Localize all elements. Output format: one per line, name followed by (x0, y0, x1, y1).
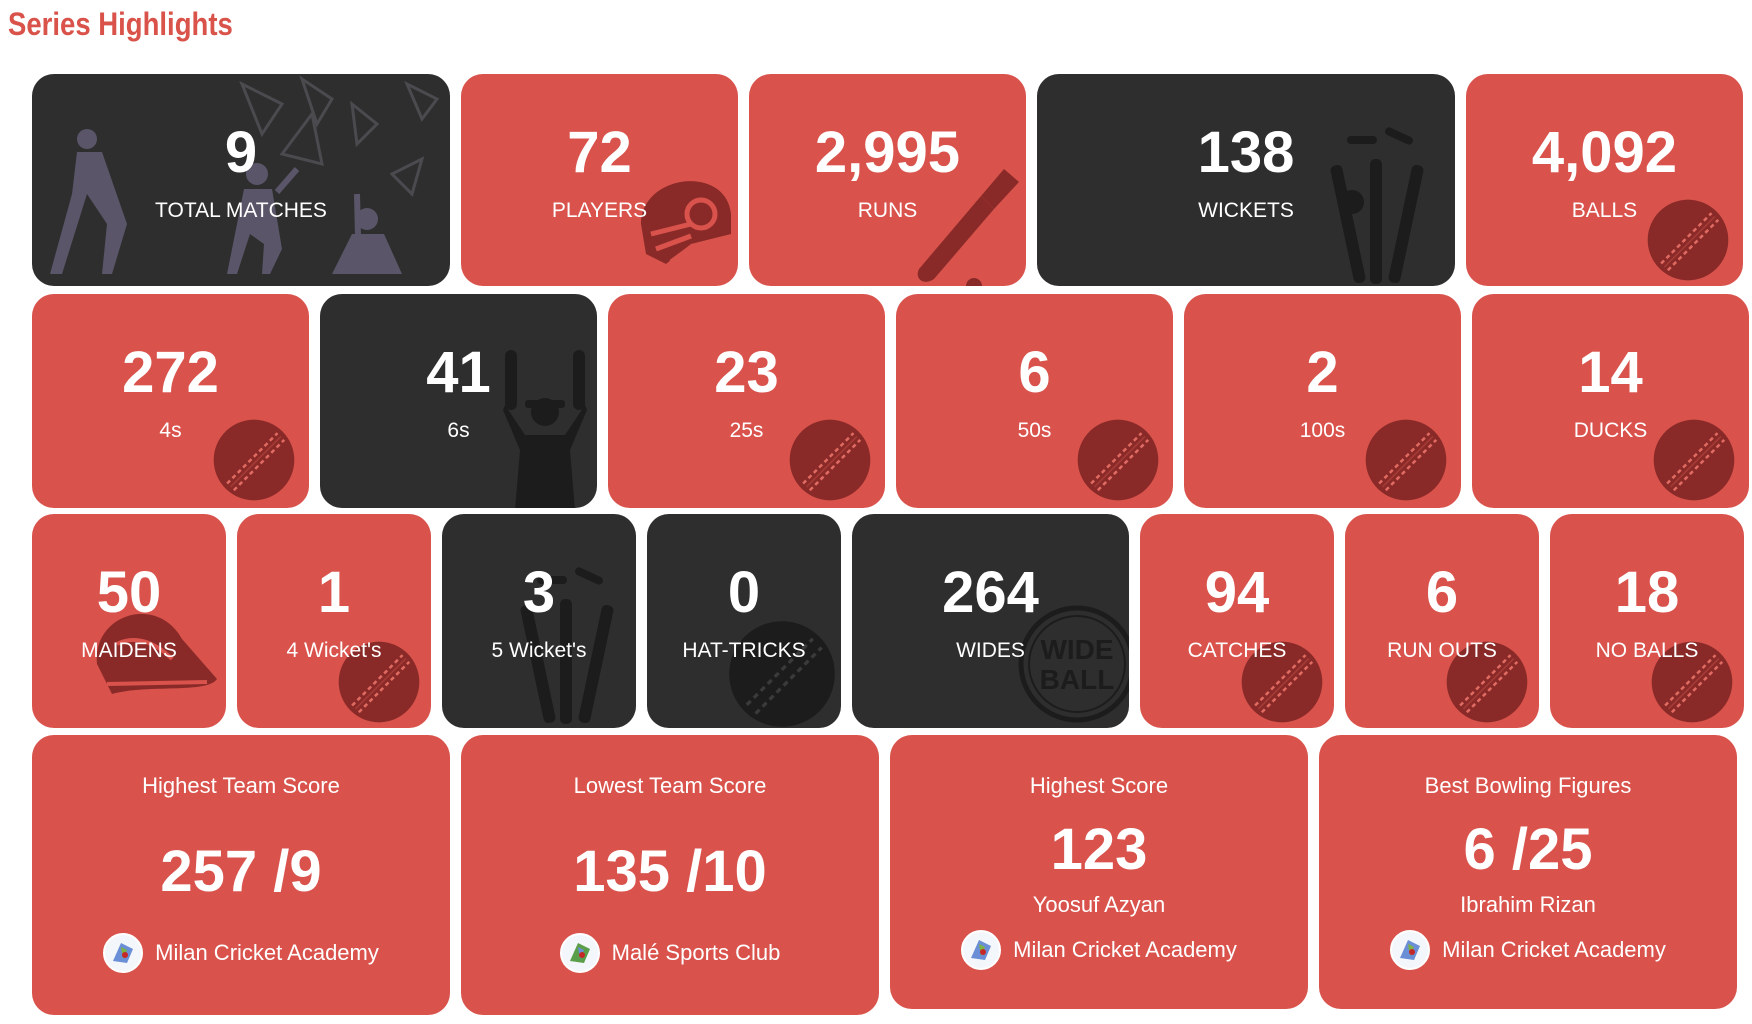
team-logo-icon (961, 930, 1002, 970)
stat-value: 0 (727, 560, 761, 625)
stat-label: 4 Wicket's (286, 639, 382, 662)
stat-card-total-matches: 9 TOTAL MATCHES (32, 74, 450, 286)
page-title: Series Highlights (8, 6, 233, 42)
highlight-caption: Lowest Team Score (573, 773, 767, 798)
stat-label: DUCKS (1573, 419, 1648, 442)
wide-ball-text-bottom: BALL (1040, 664, 1115, 695)
cricket-players-icon (50, 75, 440, 274)
highlight-caption: Highest Score (1029, 773, 1169, 798)
stat-label: 6s (447, 419, 470, 442)
stat-card-run-outs: 6 RUN OUTS (1345, 514, 1539, 728)
highlight-card-highest-team-score: Highest Team Score 257 /9 Milan Cricket … (32, 735, 450, 1015)
stat-label: NO BALLS (1595, 639, 1699, 662)
stat-label: 50s (1017, 419, 1052, 442)
highlight-card-best-bowling-figures: Best Bowling Figures 6 /25 Ibrahim Rizan… (1319, 735, 1737, 1009)
stat-label: 25s (729, 419, 764, 442)
stat-value: 272 (122, 340, 219, 405)
highlight-score: 257 /9 (160, 839, 322, 904)
stat-label: RUNS (857, 199, 918, 222)
highlight-team: Milan Cricket Academy (1319, 930, 1737, 970)
highlight-score: 135 /10 (573, 839, 767, 904)
stat-label: WIDES (956, 639, 1025, 662)
stat-value: 6 (1425, 560, 1459, 625)
bat-icon (917, 169, 1019, 286)
stat-value: 3 (522, 560, 556, 625)
stat-card-6s: 41 6s (320, 294, 597, 508)
cap-icon (96, 613, 217, 694)
stat-label: CATCHES (1187, 639, 1287, 662)
stat-card-runs: 2,995 RUNS (749, 74, 1026, 286)
stat-card-4-wickets: 1 4 Wicket's (237, 514, 431, 728)
stat-label: MAIDENS (81, 639, 177, 662)
team-name: Milan Cricket Academy (1442, 937, 1666, 962)
stat-value: 41 (426, 340, 491, 405)
stat-card-100s: 2 100s (1184, 294, 1461, 508)
stat-value: 9 (224, 120, 258, 185)
team-name: Milan Cricket Academy (155, 940, 379, 965)
umpire-icon (503, 350, 587, 508)
stat-label: 4s (159, 419, 182, 442)
stat-label: 5 Wicket's (491, 639, 587, 662)
team-name: Malé Sports Club (611, 940, 781, 965)
stat-label: PLAYERS (551, 199, 648, 222)
stat-value: 14 (1578, 340, 1643, 405)
stat-card-players: 72 PLAYERS (461, 74, 738, 286)
stat-value: 1 (317, 560, 351, 625)
ball-icon (729, 621, 835, 727)
highlight-score: 123 (1050, 817, 1148, 882)
team-logo-icon (103, 933, 144, 973)
highlight-card-lowest-team-score: Lowest Team Score 135 /10 Malé Sports Cl… (461, 735, 879, 1015)
highlight-team: Milan Cricket Academy (890, 930, 1308, 970)
stat-card-maidens: 50 MAIDENS (32, 514, 226, 728)
stat-value: 138 (1197, 120, 1295, 185)
stat-value: 2,995 (814, 120, 961, 185)
highlight-player: Ibrahim Rizan (1460, 892, 1596, 917)
stat-card-25s: 23 25s (608, 294, 885, 508)
stat-card-4s: 272 4s (32, 294, 309, 508)
stat-label: RUN OUTS (1387, 639, 1497, 662)
stat-label: BALLS (1571, 199, 1638, 222)
highlight-score: 6 /25 (1463, 817, 1593, 882)
stat-value: 4,092 (1531, 120, 1678, 185)
highlight-team: Milan Cricket Academy (32, 933, 450, 973)
team-logo-icon (559, 933, 600, 973)
stat-label: TOTAL MATCHES (155, 199, 327, 222)
wide-ball-text-top: WIDE (1040, 634, 1113, 665)
stat-label: WICKETS (1198, 199, 1294, 222)
stat-value: 94 (1204, 560, 1270, 625)
stat-value: 18 (1614, 560, 1680, 625)
stumps-icon (520, 567, 614, 724)
highlight-caption: Highest Team Score (142, 773, 340, 798)
stat-value: 264 (942, 560, 1039, 625)
stat-card-ducks: 14 DUCKS (1472, 294, 1749, 508)
stat-value: 6 (1018, 340, 1051, 405)
highlight-player: Yoosuf Azyan (1032, 892, 1166, 917)
stat-value: 2 (1306, 340, 1339, 405)
wide-ball-icon: WIDE BALL (1018, 605, 1129, 723)
stat-card-balls: 4,092 BALLS (1466, 74, 1743, 286)
stumps-icon (1330, 127, 1424, 284)
highlight-caption: Best Bowling Figures (1424, 773, 1632, 798)
stat-card-no-balls: 18 NO BALLS (1550, 514, 1744, 728)
team-logo-icon (1390, 930, 1431, 970)
stat-value: 50 (96, 560, 162, 625)
stat-label: 100s (1299, 419, 1346, 442)
stat-label: HAT-TRICKS (682, 639, 806, 662)
stat-card-5-wickets: 3 5 Wicket's (442, 514, 636, 728)
stat-card-wides: WIDE BALL 264 WIDES (852, 514, 1129, 728)
highlight-card-highest-score: Highest Score 123 Yoosuf Azyan Milan Cri… (890, 735, 1308, 1009)
stat-card-catches: 94 CATCHES (1140, 514, 1334, 728)
stat-value: 72 (567, 120, 632, 185)
stat-card-wickets: 138 WICKETS (1037, 74, 1455, 286)
highlight-team: Malé Sports Club (461, 933, 879, 973)
stat-card-hat-tricks: 0 HAT-TRICKS (647, 514, 841, 728)
helmet-icon (641, 181, 731, 265)
stat-value: 23 (714, 340, 779, 405)
team-name: Milan Cricket Academy (1013, 937, 1237, 962)
stat-card-50s: 6 50s (896, 294, 1173, 508)
